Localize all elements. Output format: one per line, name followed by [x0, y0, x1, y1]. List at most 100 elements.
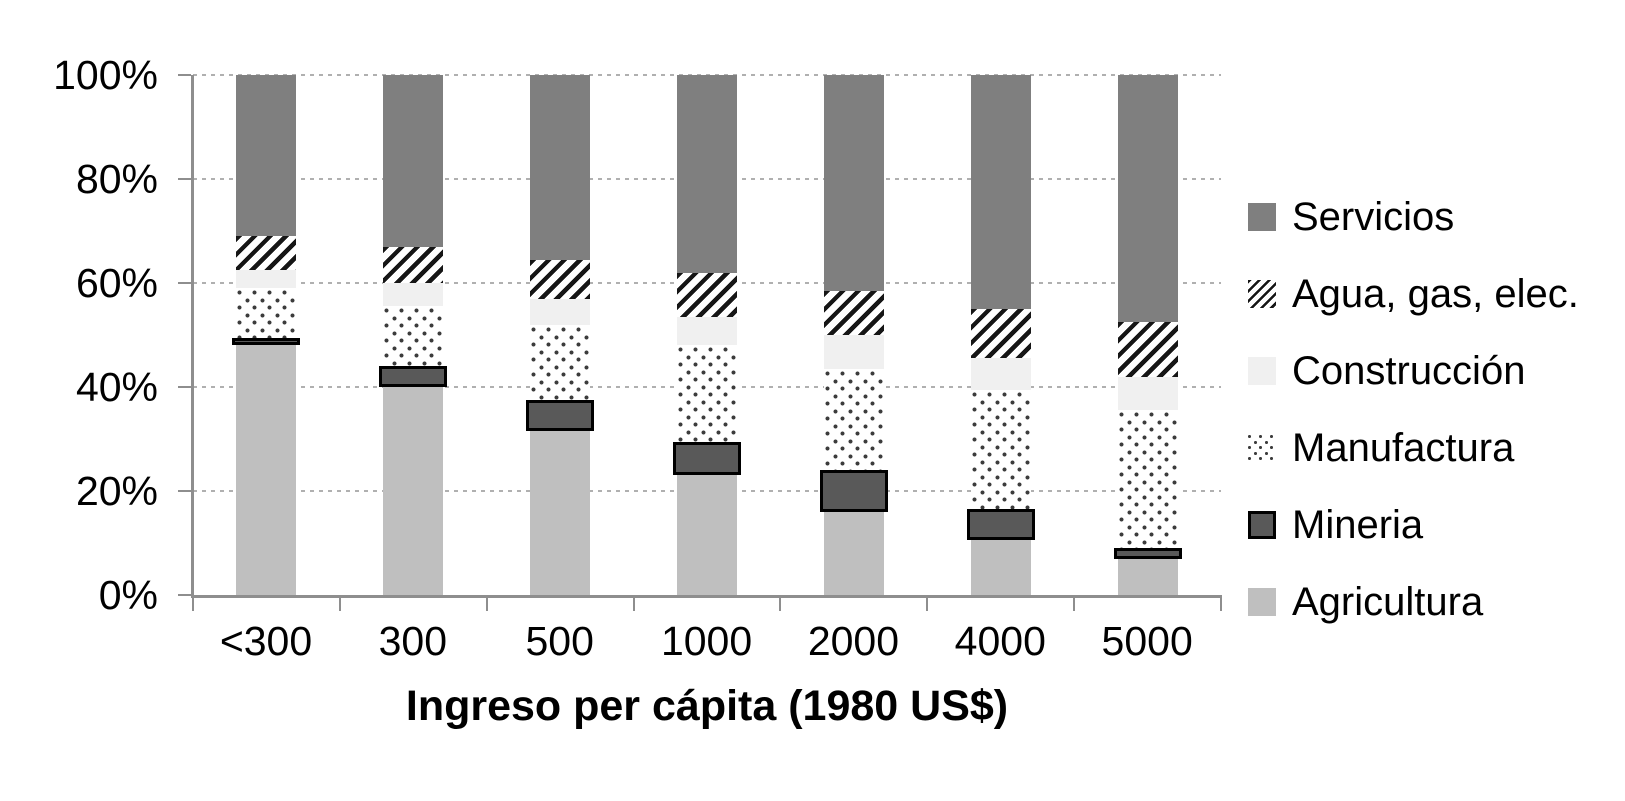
bar-segment-Mineria [1113, 548, 1182, 559]
bar-segment-Mineria [673, 441, 741, 476]
x-axis-label-4000: 4000 [954, 618, 1046, 664]
legend-swatch-solid-dark-gray-icon [1248, 203, 1276, 231]
bar-segment-Construcción [236, 270, 297, 289]
legend-label: Manufactura [1292, 425, 1515, 470]
bar-segment-Servicios [823, 75, 884, 291]
bar-segment-Servicios [236, 75, 297, 237]
bar-segment-Agua, gas, elec. [383, 246, 444, 283]
bar-segment-Construcción [530, 298, 591, 325]
x-axis-label-1000: 1000 [660, 618, 753, 664]
bar-segment-Agricultura [677, 475, 737, 595]
bar-segment-Agua, gas, elec. [823, 290, 884, 335]
bar-segment-Construcción [1117, 376, 1178, 411]
bar-segment-Agricultura [970, 540, 1031, 595]
bar-segment-Agricultura [236, 345, 297, 595]
y-tick-60 [178, 282, 191, 284]
y-tick-80 [178, 178, 191, 180]
legend-item-Servicios: Servicios [1248, 194, 1455, 239]
legend-swatch-solid-light-gray-icon [1248, 588, 1276, 616]
x-tick-1 [338, 596, 341, 611]
bar-segment-Construcción [383, 283, 444, 307]
bar-segment-Manufactura [236, 288, 297, 338]
bar-segment-Manufactura [530, 324, 591, 400]
bar-segment-Agua, gas, elec. [677, 272, 737, 317]
bar-segment-Construcción [677, 316, 737, 346]
x-axis-line [191, 595, 1222, 598]
bar-segment-Agricultura [530, 431, 591, 595]
y-tick-100 [178, 74, 191, 76]
legend-item-Construcción: Construcción [1248, 348, 1526, 393]
bar-segment-Manufactura [970, 389, 1031, 510]
y-axis-line [191, 75, 194, 598]
legend-swatch-diagonal-hatch-icon [1248, 280, 1276, 308]
bar-segment-Agricultura [1117, 558, 1178, 595]
bar-1000 [673, 75, 741, 595]
bar-segment-Agricultura [823, 511, 884, 595]
bar-segment-Construcción [970, 358, 1031, 390]
y-axis-label-60: 60% [75, 260, 158, 306]
bar-segment-Servicios [530, 75, 591, 260]
bar-segment-Mineria [966, 509, 1035, 541]
legend-item-Agua, gas, elec.: Agua, gas, elec. [1248, 271, 1579, 316]
legend-item-Agricultura: Agricultura [1248, 579, 1484, 624]
plot-area [178, 74, 1222, 611]
bar-segment-Mineria [526, 400, 595, 432]
bar-segment-Servicios [1117, 75, 1178, 322]
bar-5000 [1113, 75, 1182, 595]
y-axis-label-80: 80% [75, 156, 158, 202]
bar-segment-Agricultura [383, 387, 444, 595]
x-tick-0 [192, 596, 194, 611]
legend-swatch-dark-box-icon [1248, 511, 1276, 539]
x-tick-6 [1073, 596, 1076, 611]
x-axis-label-300: 300 [378, 618, 448, 664]
x-axis-label-500: 500 [525, 618, 594, 664]
bar-segment-Servicios [970, 75, 1031, 309]
x-tick-5 [926, 596, 929, 611]
bar-segment-Manufactura [1117, 410, 1178, 549]
x-axis-label-2000: 2000 [807, 618, 900, 664]
x-tick-3 [632, 596, 635, 611]
legend-label: Agua, gas, elec. [1292, 271, 1579, 316]
y-axis-label-40: 40% [75, 364, 158, 410]
legend-item-Mineria: Mineria [1248, 502, 1424, 547]
bar-segment-Manufactura [383, 306, 444, 367]
bar-500 [526, 75, 595, 595]
bar-<300 [232, 75, 301, 595]
bar-segment-Mineria [379, 366, 448, 387]
bar-segment-Servicios [677, 75, 737, 273]
legend-label: Construcción [1292, 348, 1526, 393]
legend-label: Servicios [1292, 194, 1455, 239]
x-tick-4 [779, 596, 782, 611]
x-tick-2 [485, 596, 488, 611]
y-tick-20 [178, 490, 191, 492]
bar-300 [379, 75, 448, 595]
legend: Servicios Agua, gas, elec. Construcción Man… [1248, 0, 1625, 801]
bar-segment-Manufactura [677, 345, 737, 442]
bar-2000 [819, 75, 888, 595]
bar-segment-Servicios [383, 75, 444, 247]
bar-segment-Manufactura [823, 368, 884, 471]
legend-swatch-dotted-icon [1248, 434, 1276, 462]
legend-swatch-solid-near-white-icon [1248, 357, 1276, 385]
bar-segment-Construcción [823, 335, 884, 369]
y-axis-label-0: 0% [98, 572, 158, 618]
x-axis-label-5000: 5000 [1101, 618, 1193, 664]
legend-label: Mineria [1292, 502, 1424, 547]
legend-label: Agricultura [1292, 579, 1484, 624]
bar-segment-Agua, gas, elec. [236, 236, 297, 270]
bar-segment-Agua, gas, elec. [970, 309, 1031, 359]
y-axis-label-100: 100% [53, 52, 158, 98]
bar-segment-Agua, gas, elec. [530, 259, 591, 299]
y-axis-label-20: 20% [75, 468, 158, 514]
legend-item-Manufactura: Manufactura [1248, 425, 1515, 470]
y-tick-40 [178, 386, 191, 388]
bar-segment-Agua, gas, elec. [1117, 322, 1178, 377]
bar-4000 [966, 75, 1035, 595]
bar-segment-Mineria [232, 337, 301, 346]
x-tick-7 [1220, 596, 1222, 611]
bar-segment-Mineria [819, 470, 888, 512]
gridline-100 [193, 74, 1221, 76]
x-axis-label-<300: <300 [219, 618, 313, 664]
y-tick-0 [178, 594, 191, 596]
